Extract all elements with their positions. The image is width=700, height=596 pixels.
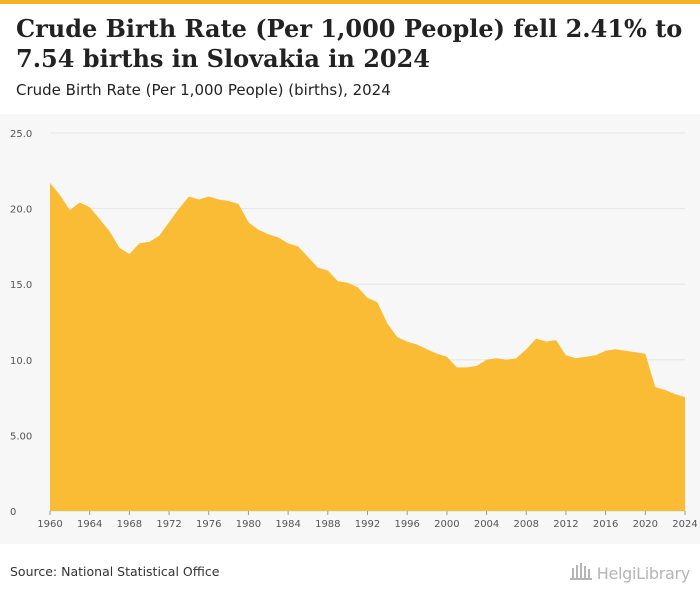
x-tick-label: 1976: [196, 519, 221, 530]
y-tick-label: 25.0: [10, 129, 32, 140]
x-tick-label: 1968: [117, 519, 142, 530]
helgi-library-logo[interactable]: HelgiLibrary: [569, 562, 690, 584]
y-tick-label: 15.0: [10, 280, 32, 291]
x-tick-label: 2004: [474, 519, 499, 530]
x-tick-label: 1996: [394, 519, 419, 530]
x-tick-label: 1984: [275, 519, 300, 530]
x-tick-label: 1972: [156, 519, 181, 530]
x-tick-label: 2016: [593, 519, 618, 530]
y-tick-label: 5.00: [10, 431, 32, 442]
x-tick-label: 2024: [672, 519, 697, 530]
x-tick-label: 2000: [434, 519, 459, 530]
area-series: [50, 182, 685, 511]
x-tick-label: 1960: [37, 519, 62, 530]
y-tick-label: 10.0: [10, 356, 32, 367]
birth-rate-area: [50, 182, 685, 511]
axis-ticks: 0 5.00 10.0 15.0 20.0 25.0 1960 1964 1968 1972 197…: [10, 129, 698, 530]
library-building-icon: [569, 561, 593, 586]
y-tick-label: 0: [10, 507, 16, 518]
x-tick-label: 1980: [236, 519, 261, 530]
source-note: Source: National Statistical Office: [10, 564, 220, 579]
accent-bar: [0, 0, 700, 4]
x-tick-label: 2012: [553, 519, 578, 530]
x-tick-label: 1992: [355, 519, 380, 530]
page-title: Crude Birth Rate (Per 1,000 People) fell…: [16, 14, 683, 73]
x-tick-label: 1964: [77, 519, 102, 530]
logo-text: HelgiLibrary: [596, 563, 691, 583]
x-tick-label: 2020: [633, 519, 658, 530]
x-tick-label: 1988: [315, 519, 340, 530]
y-tick-label: 20.0: [10, 205, 32, 216]
chart-subtitle: Crude Birth Rate (Per 1,000 People) (bir…: [16, 81, 391, 99]
x-tick-label: 2008: [514, 519, 539, 530]
